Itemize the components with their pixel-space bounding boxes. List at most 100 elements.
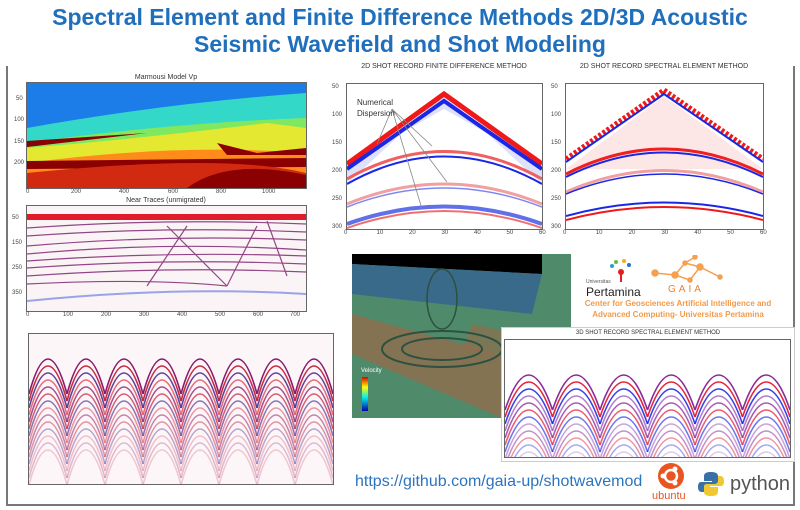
wavefront-arc: [599, 388, 649, 425]
wavefront-arc: [505, 395, 554, 432]
x-tick: 60: [760, 230, 767, 236]
wavefront-arc: [256, 414, 296, 451]
x-tick: 10: [376, 230, 384, 236]
x-tick: 40: [474, 230, 481, 236]
wavefront-arc: [294, 400, 333, 437]
wavefront-arc: [218, 386, 258, 423]
wavefront-arc: [104, 449, 144, 484]
wavefront-arc: [505, 381, 554, 418]
wavefront-arc: [29, 414, 68, 451]
wavefront-arc: [551, 416, 601, 453]
y-tick: 200: [14, 160, 25, 166]
wavefront-arc: [66, 400, 106, 437]
wavefront-arc: [142, 435, 182, 472]
x-tick: 20: [409, 230, 416, 236]
wavefront-arc: [552, 423, 601, 457]
3d-shot-record-panel: 3D SHOT RECORD SPECTRAL ELEMENT METHOD: [501, 327, 795, 462]
wavefront-arc: [142, 449, 182, 484]
wavefront-arc: [294, 358, 333, 395]
wavefront-arc: [104, 400, 144, 437]
fd-image: [347, 90, 542, 229]
wavefront-arc: [741, 416, 790, 453]
wavefront-arc: [66, 379, 106, 416]
wavefront-arc: [142, 400, 182, 437]
wavefront-arc: [29, 393, 68, 430]
wavefront-arc: [609, 444, 639, 457]
x-tick: 600: [168, 189, 179, 195]
wavefront-arc: [505, 388, 554, 425]
wavefront-arc: [742, 423, 790, 457]
wavefront-arc: [218, 400, 258, 437]
wavefront-arc: [104, 393, 144, 430]
wavefront-arc: [66, 449, 106, 484]
wavefront-arc: [505, 416, 554, 453]
y-tick: 100: [551, 112, 562, 118]
wavefront-arc: [218, 421, 258, 458]
wavefront-arc: [551, 402, 601, 439]
wavefront-arc: [661, 451, 682, 457]
wavefront-arc: [142, 358, 182, 395]
wavefront-arc: [66, 442, 106, 479]
python-icon: [698, 472, 724, 496]
wavefront-arc: [505, 409, 554, 446]
y-tick: 150: [12, 240, 23, 246]
wavefront-arc: [650, 430, 693, 457]
wavefront-arc: [505, 402, 554, 439]
wavefront-arc: [558, 437, 595, 457]
colorbar-label: Velocity: [361, 368, 382, 374]
marmousi-image: [27, 83, 306, 188]
wavefront-arc: [142, 393, 182, 430]
wavefront-arc: [656, 444, 686, 457]
wavefront-arc: [694, 409, 744, 446]
wavefront-arc: [256, 435, 296, 472]
gaia-label: GAIA: [668, 284, 704, 295]
wavefront-arc: [294, 442, 333, 479]
wavefront-arc: [180, 400, 220, 437]
wavefront-arc: [66, 414, 106, 451]
wavefront-arc: [756, 451, 777, 457]
x-tick: 30: [661, 230, 669, 236]
y-tick: 150: [551, 140, 562, 146]
numerical-dispersion-annotation: Numerical Dispersion: [357, 97, 395, 119]
wavefront-arc: [218, 379, 258, 416]
wavefront-arc: [613, 451, 634, 457]
wavefront-arc: [256, 379, 296, 416]
wavefront-arc: [180, 442, 220, 479]
center-name: Center for Geosciences Artificial Intell…: [578, 298, 778, 320]
wavefront-arc: [294, 365, 333, 402]
x-tick: 50: [727, 230, 734, 236]
y-tick: 50: [332, 84, 339, 90]
github-link[interactable]: https://github.com/gaia-up/shotwavemod: [355, 473, 643, 490]
wavefront-arc: [29, 400, 68, 437]
wavefront-arc: [256, 372, 296, 409]
wavefront-arc: [256, 421, 296, 458]
3d-shot-record-title: 3D SHOT RECORD SPECTRAL ELEMENT METHOD: [575, 330, 721, 336]
x-tick: 0: [563, 230, 567, 236]
wavefront-arc: [294, 379, 333, 416]
wavefront-arc: [646, 409, 696, 446]
wavefront-arc: [256, 386, 296, 423]
wavefront-arc: [218, 414, 258, 451]
y-tick: 50: [12, 215, 19, 221]
wavefront-arc: [104, 442, 144, 479]
wavefront-arc: [555, 430, 598, 457]
y-tick: 50: [551, 84, 558, 90]
marmousi-title: Marmousi Model Vp: [134, 74, 198, 81]
x-tick: 600: [253, 312, 264, 318]
wavefront-arc: [294, 449, 333, 484]
3d-shot-record-image: [505, 374, 790, 457]
wavefront-arc: [741, 388, 790, 425]
wavefront-arc: [66, 358, 106, 395]
wavefront-arc: [104, 365, 144, 402]
wavefront-arc: [599, 374, 649, 411]
poster-title: Spectral Element and Finite Difference M…: [0, 4, 800, 58]
wavefront-arc: [646, 416, 696, 453]
x-tick: 0: [26, 312, 30, 318]
x-tick: 700: [290, 312, 301, 318]
wavefront-arc: [741, 409, 790, 446]
wavefront-arc: [104, 421, 144, 458]
x-tick: 200: [71, 189, 82, 195]
wavefront-arc: [66, 421, 106, 458]
wavefront-arc: [180, 358, 220, 395]
wavefront-arc: [180, 365, 220, 402]
